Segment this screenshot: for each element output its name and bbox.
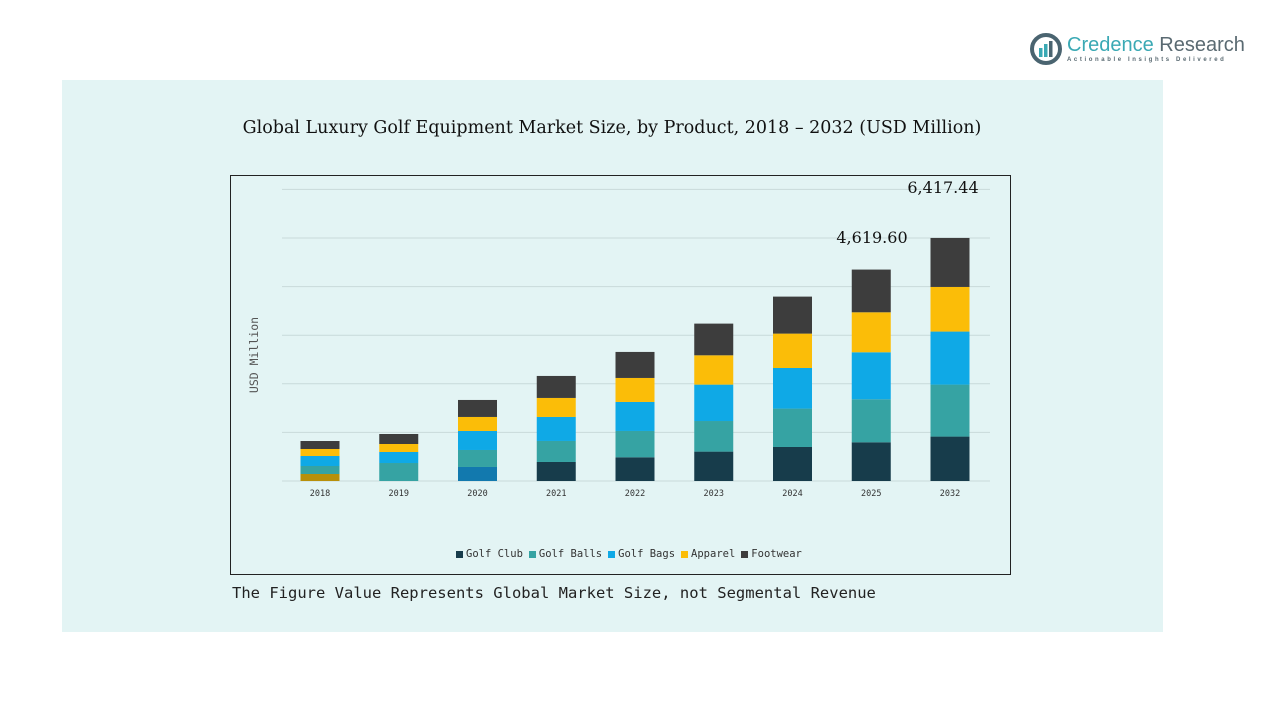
legend-item: Golf Club	[456, 548, 523, 560]
legend-item: Golf Bags	[608, 548, 675, 560]
x-tick-label: 2032	[940, 489, 960, 499]
bar-golf-balls-2019	[379, 463, 419, 481]
bar-footwear-2024	[773, 296, 812, 334]
bar-golf-bags-2032	[930, 331, 970, 385]
bar-footwear-2020	[458, 399, 497, 417]
bar-golf-bags-2019	[379, 451, 419, 464]
bar-apparel-2025	[851, 312, 891, 353]
x-tick-label: 2020	[467, 489, 487, 499]
bar-golf-club-2023	[694, 451, 734, 481]
bar-apparel-2021	[536, 397, 576, 417]
bar-footwear-2022	[615, 351, 655, 378]
legend-label: Golf Bags	[618, 548, 676, 560]
bar-golf-club-2024	[773, 446, 812, 481]
bar-footwear-2021	[536, 375, 576, 398]
bar-apparel-2019	[379, 444, 419, 452]
x-tick-label: 2025	[861, 489, 881, 499]
legend-label: Footwear	[751, 548, 802, 560]
bar-golf-balls-2020	[458, 449, 497, 467]
bar-footwear-2019	[379, 434, 419, 445]
bar-golf-club-2025	[851, 442, 891, 481]
bar-golf-balls-2023	[694, 421, 734, 452]
bar-golf-club-2020	[458, 466, 497, 481]
legend: Golf Club Golf Balls Golf Bags Apparel Footw…	[456, 548, 802, 560]
legend-swatch	[608, 550, 616, 558]
bar-apparel-2020	[458, 416, 497, 431]
chart-frame	[230, 175, 1011, 575]
bar-golf-club-2032	[930, 436, 970, 481]
legend-label: Golf Club	[466, 548, 523, 560]
x-tick-label: 2021	[546, 489, 566, 499]
bar-apparel-2024	[773, 333, 812, 368]
bar-apparel-2032	[930, 286, 970, 332]
brand-name-1: Credence	[1067, 34, 1154, 56]
bar-apparel-2022	[615, 377, 655, 402]
chart-panel	[62, 80, 1163, 632]
bar-golf-bags-2020	[458, 430, 497, 450]
bar-golf-balls-2024	[773, 408, 812, 447]
bar-golf-balls-2032	[930, 384, 970, 437]
bar-golf-bags-2024	[773, 367, 812, 409]
legend-swatch	[681, 550, 689, 558]
bar-footwear-2023	[694, 323, 734, 356]
bar-footwear-2025	[851, 269, 891, 313]
footnote: The Figure Value Represents Global Marke…	[232, 584, 876, 602]
bar-golf-bags-2018	[300, 456, 340, 467]
credence-research-logo: Credence Research Actionable Insights De…	[1030, 32, 1245, 66]
x-tick-label: 2022	[625, 489, 645, 499]
legend-item: Golf Balls	[528, 548, 603, 560]
bar-golf-balls-2025	[851, 399, 891, 443]
legend-swatch	[528, 550, 536, 558]
x-tick-label: 2023	[704, 489, 724, 499]
y-axis-label: USD Million	[247, 317, 261, 393]
x-tick-label: 2024	[782, 489, 802, 499]
bar-golf-bags-2021	[536, 416, 576, 441]
bar-apparel-2018	[300, 448, 340, 457]
chart-title: Global Luxury Golf Equipment Market Size…	[242, 118, 982, 138]
x-tick-label: 2019	[389, 489, 409, 499]
bar-golf-balls-2022	[615, 430, 655, 458]
logo-chart-icon	[1030, 33, 1062, 65]
bar-golf-club-2018	[300, 473, 340, 481]
legend-label: Golf Balls	[538, 548, 603, 560]
x-tick-label: 2018	[310, 489, 330, 499]
total-annotation-2025: 4,619.60	[836, 228, 907, 247]
legend-swatch	[741, 550, 749, 558]
bar-footwear-2018	[300, 441, 340, 449]
brand-tagline: Actionable Insights Delivered	[1067, 57, 1227, 63]
bar-footwear-2032	[930, 237, 970, 287]
bar-golf-club-2021	[536, 461, 576, 481]
legend-label: Apparel	[691, 548, 736, 560]
legend-item: Apparel	[681, 548, 735, 560]
bar-golf-balls-2018	[300, 466, 340, 474]
bar-golf-club-2022	[615, 457, 655, 481]
bar-apparel-2023	[694, 355, 734, 385]
brand-name-2: Research	[1153, 34, 1245, 56]
legend-swatch	[456, 550, 463, 558]
bar-golf-bags-2025	[851, 352, 891, 400]
bar-golf-bags-2023	[694, 384, 734, 422]
total-annotation-2032: 6,417.44	[907, 178, 978, 197]
bar-golf-balls-2021	[536, 440, 576, 462]
bar-golf-bags-2022	[615, 401, 655, 431]
legend-item: Footwear	[741, 548, 802, 560]
